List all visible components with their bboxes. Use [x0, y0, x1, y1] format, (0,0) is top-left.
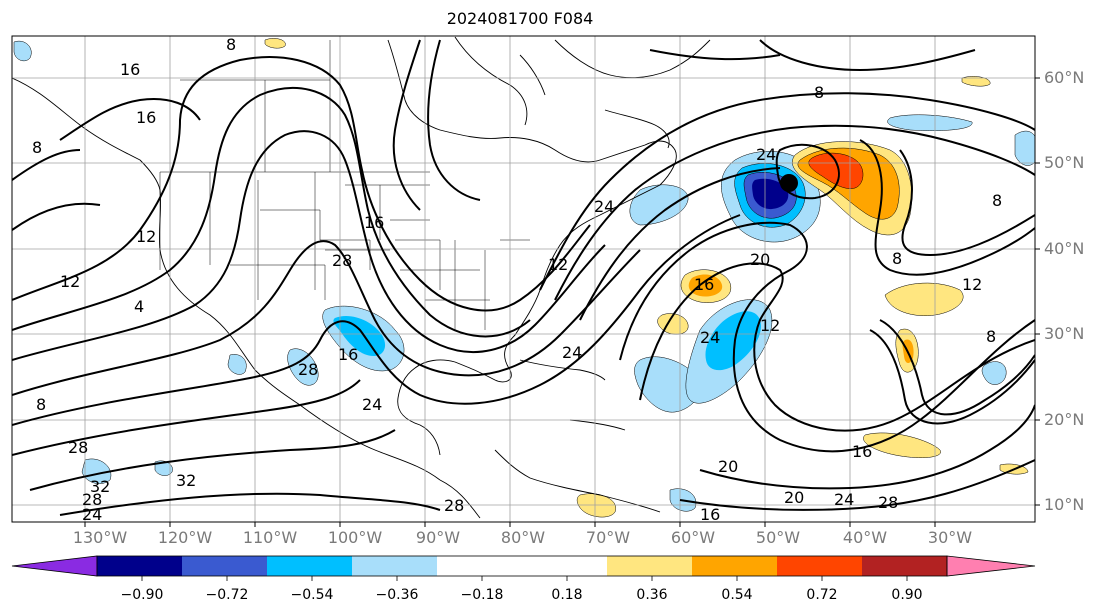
lat-label: 40°N — [1044, 239, 1085, 258]
colorbar-segment — [692, 556, 777, 576]
contour-label: 24 — [82, 505, 102, 524]
colorbar-segment — [352, 556, 437, 576]
contour-label: 8 — [32, 138, 42, 157]
contour-label: 28 — [332, 251, 352, 270]
colorbar-tick-label: 0.90 — [891, 587, 923, 603]
contour-label: 12 — [760, 316, 780, 335]
contour-label: 8 — [814, 83, 824, 102]
axis-ticks — [84, 77, 1040, 527]
colorbar-segment — [182, 556, 267, 576]
contour-label: 24 — [834, 490, 854, 509]
lon-label: 130°W — [72, 528, 128, 547]
colorbar-segment — [437, 556, 607, 576]
colorbar-tick-label: 0.18 — [551, 587, 583, 603]
contour-label: 8 — [992, 191, 1002, 210]
contour-label: 24 — [594, 197, 614, 216]
contour-label: 28 — [298, 360, 318, 379]
contour-label: 20 — [718, 457, 738, 476]
contour-label: 12 — [60, 272, 80, 291]
lon-label: 30°W — [927, 528, 973, 547]
contour-lines — [12, 39, 1035, 516]
contour-label: 8 — [892, 249, 902, 268]
lat-label: 50°N — [1044, 153, 1085, 172]
lon-label: 100°W — [327, 528, 383, 547]
shaded-field — [13, 38, 1035, 518]
colorbar-tick-label: −0.18 — [460, 587, 504, 603]
contour-labels: 8 16 16 8 12 12 4 8 28 32 32 28 24 16 28… — [32, 35, 1002, 524]
map-title: 2024081700 F084 — [446, 9, 594, 28]
colorbar-tick-label: −0.54 — [290, 587, 334, 603]
colorbar-segment — [777, 556, 862, 576]
colorbar-segment — [97, 556, 182, 576]
contour-label: 8 — [226, 35, 236, 54]
contour-label: 24 — [756, 145, 776, 164]
colorbar-tick-label: −0.36 — [375, 587, 419, 603]
coastlines — [12, 36, 711, 519]
contour-label: 32 — [90, 477, 110, 496]
lat-label: 60°N — [1044, 68, 1085, 87]
contour-label: 24 — [362, 395, 382, 414]
low-center-marker — [780, 174, 798, 192]
colorbar-segment — [607, 556, 692, 576]
contour-label: 16 — [694, 275, 714, 294]
contour-label: 16 — [852, 442, 872, 461]
colorbar-segment — [862, 556, 947, 576]
colorbar-extend-max — [946, 555, 1036, 577]
lat-label: 20°N — [1044, 410, 1085, 429]
colorbar-extend-min — [11, 555, 98, 577]
contour-label: 8 — [36, 395, 46, 414]
contour-label: 16 — [136, 108, 156, 127]
contour-label: 12 — [136, 227, 156, 246]
contour-label: 12 — [548, 255, 568, 274]
colorbar-tick-label: −0.72 — [205, 587, 249, 603]
contour-label: 28 — [878, 493, 898, 512]
lat-label: 30°N — [1044, 324, 1085, 343]
lon-label: 70°W — [585, 528, 631, 547]
colorbar-tick-label: −0.90 — [120, 587, 164, 603]
colorbar-tick-label: 0.36 — [636, 587, 668, 603]
contour-label: 4 — [134, 297, 144, 316]
contour-label: 32 — [176, 471, 196, 490]
lon-label: 50°W — [755, 528, 801, 547]
colorbar-tick-label: 0.72 — [806, 587, 838, 603]
lon-label: 120°W — [157, 528, 213, 547]
contour-label: 16 — [700, 505, 720, 524]
contour-label: 28 — [444, 496, 464, 515]
contour-label: 28 — [82, 490, 102, 509]
lat-label: 10°N — [1044, 495, 1085, 514]
contour-label: 16 — [120, 60, 140, 79]
colorbar-tick-label: 0.54 — [721, 587, 753, 603]
contour-label: 20 — [750, 250, 770, 269]
contour-label: 28 — [68, 438, 88, 457]
contour-label: 24 — [700, 328, 720, 347]
map-frame — [11, 35, 1036, 523]
contour-label: 16 — [364, 213, 384, 232]
contour-label: 16 — [338, 345, 358, 364]
contour-label: 24 — [562, 343, 582, 362]
contour-label: 8 — [986, 327, 996, 346]
colorbar — [11, 555, 1036, 581]
lon-label: 110°W — [242, 528, 298, 547]
lon-label: 40°W — [842, 528, 888, 547]
colorbar-segment — [267, 556, 352, 576]
contour-label: 20 — [784, 488, 804, 507]
contour-label: 12 — [962, 275, 982, 294]
lon-label: 90°W — [415, 528, 461, 547]
lon-label: 80°W — [500, 528, 546, 547]
lon-label: 60°W — [670, 528, 716, 547]
